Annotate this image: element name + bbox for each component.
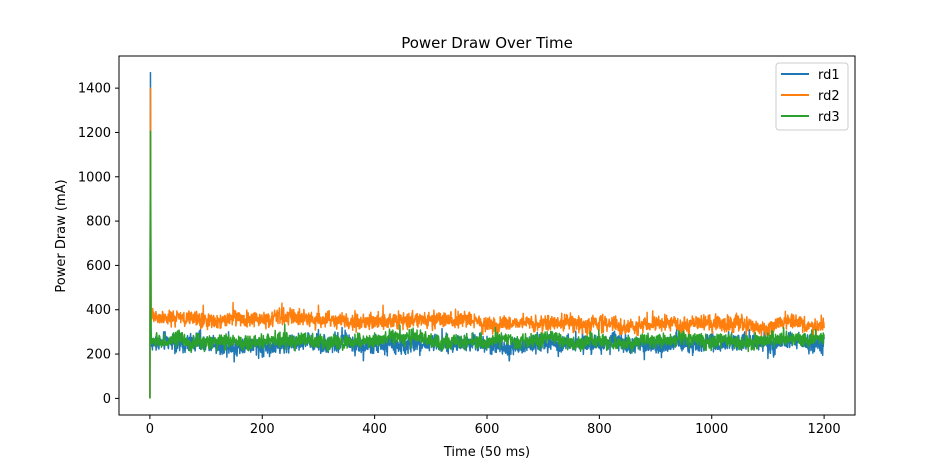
y-tick-label: 1200 [78, 126, 111, 141]
legend-box [775, 62, 849, 131]
legend-label-rd1: rd1 [818, 68, 840, 83]
x-tick-label: 1000 [695, 422, 728, 437]
y-tick-label: 600 [86, 259, 111, 274]
x-tick-label: 800 [587, 422, 612, 437]
chart-title: Power Draw Over Time [401, 34, 573, 52]
legend-label-rd2: rd2 [818, 89, 840, 104]
x-axis-ticks: 0 200 400 600 800 1000 1200 [146, 415, 841, 437]
x-tick-label: 400 [362, 422, 387, 437]
y-tick-label: 200 [86, 348, 111, 363]
series-line-rd3 [149, 130, 825, 399]
y-tick-label: 0 [103, 392, 111, 407]
legend-label-rd3: rd3 [818, 110, 840, 125]
y-tick-label: 1000 [78, 170, 111, 185]
x-tick-label: 600 [475, 422, 500, 437]
y-tick-label: 1400 [78, 82, 111, 97]
series-layer [149, 71, 825, 399]
x-tick-label: 200 [250, 422, 275, 437]
legend: rd1 rd2 rd3 [775, 62, 849, 131]
y-tick-label: 400 [86, 303, 111, 318]
y-tick-label: 800 [86, 215, 111, 230]
y-axis-ticks: 0 200 400 600 800 1000 1200 1400 [78, 82, 119, 407]
series-line-rd2 [149, 87, 825, 399]
x-tick-label: 0 [146, 422, 154, 437]
y-axis-label: Power Draw (mA) [54, 179, 69, 292]
x-axis-label: Time (50 ms) [443, 445, 530, 460]
x-tick-label: 1200 [808, 422, 841, 437]
